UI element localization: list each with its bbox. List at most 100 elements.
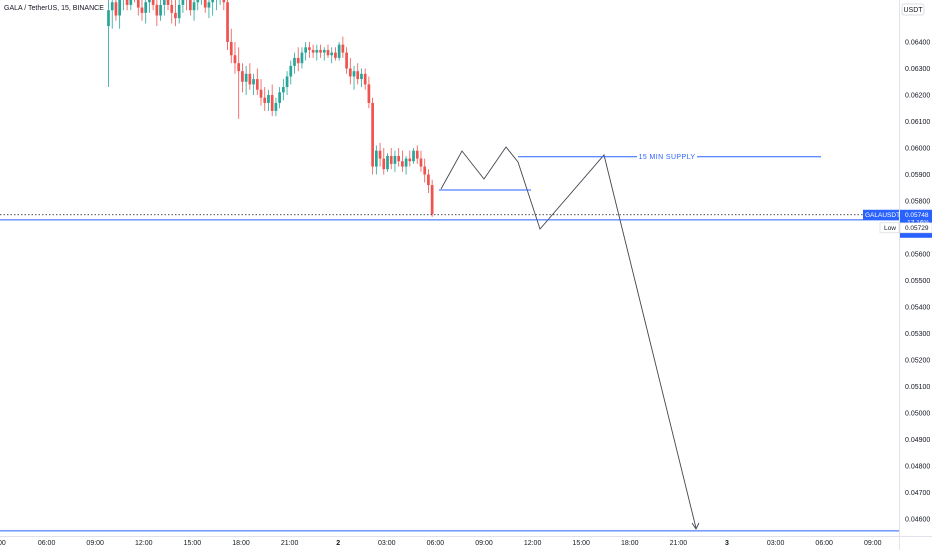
candle	[229, 28, 233, 64]
candle-body	[374, 150, 378, 167]
low-price-box	[899, 222, 932, 234]
candle-body	[415, 150, 419, 159]
candle	[192, 0, 196, 21]
low-tag-label: Low	[884, 225, 896, 232]
price-tick-label: 0.04800	[905, 464, 930, 471]
candle	[233, 42, 237, 74]
candle-body	[148, 0, 151, 3]
candle	[404, 155, 408, 175]
candle-body	[237, 63, 241, 72]
candle	[255, 68, 259, 95]
candle-body	[371, 102, 374, 167]
candle-body	[326, 49, 330, 56]
candle-body	[293, 57, 296, 66]
candle	[330, 47, 334, 64]
time-tick-label: 18:00	[621, 540, 639, 547]
projection-path	[440, 146, 697, 529]
time-tick-label: 15:00	[572, 540, 590, 547]
time-tick-label: 18:00	[232, 540, 250, 547]
candle-body	[270, 95, 274, 111]
candle-body	[322, 49, 326, 53]
candle	[263, 87, 267, 111]
time-tick-label: 09:00	[86, 540, 104, 547]
time-axis[interactable]: 00 06:00 09:00 12:00 15:00 18:00 21:00 2 03:00 06…	[0, 540, 882, 547]
symbol-badge-label: GALAUSDT	[865, 212, 900, 219]
candle	[136, 0, 140, 16]
price-tick-label: 0.04700	[905, 490, 930, 497]
candle	[334, 47, 337, 61]
candle-body	[255, 79, 259, 90]
candle	[401, 150, 404, 172]
candle-body	[259, 89, 263, 98]
candle	[144, 0, 148, 24]
candle-body	[352, 71, 356, 77]
price-tick-label: 0.05600	[905, 252, 930, 259]
candle	[296, 47, 300, 72]
candle-body	[174, 12, 177, 19]
candle	[219, 0, 221, 5]
candle	[196, 0, 200, 11]
candle	[419, 150, 423, 172]
candle	[352, 65, 356, 90]
candle-body	[170, 4, 174, 13]
candle	[427, 169, 430, 194]
candle	[174, 0, 177, 27]
candle-body	[412, 150, 415, 162]
time-tick-label: 06:00	[427, 540, 445, 547]
candle	[166, 0, 170, 11]
candle-body	[311, 49, 315, 53]
candle	[348, 57, 352, 85]
symbol-badge	[863, 209, 899, 220]
candle	[311, 44, 315, 58]
candle-body	[356, 71, 360, 80]
candle	[267, 89, 270, 111]
drawings-layer	[439, 146, 700, 530]
candle	[114, 0, 118, 21]
price-tick-label: 0.05800	[905, 199, 930, 206]
candle	[248, 63, 252, 90]
price-tick-label: 0.06400	[905, 40, 930, 47]
candle	[386, 153, 389, 172]
candle	[188, 0, 192, 16]
time-tick-label: 03:00	[378, 540, 396, 547]
time-tick-label: 00	[0, 540, 6, 547]
candle	[326, 44, 330, 58]
price-tick-label: 0.05200	[905, 358, 930, 365]
candle-body	[360, 73, 363, 80]
time-tick-label: 09:00	[864, 540, 882, 547]
time-tick-label: 2	[336, 540, 340, 547]
candle	[215, 0, 217, 11]
candle	[125, 0, 129, 11]
candle-body	[337, 44, 341, 58]
candle	[278, 87, 281, 109]
candle	[430, 179, 434, 217]
candle	[129, 0, 133, 11]
projection-arrow-icon	[691, 522, 700, 530]
candle-body	[389, 155, 393, 164]
candle	[360, 68, 363, 88]
price-tick-label: 0.05400	[905, 305, 930, 312]
candle-body	[162, 0, 166, 5]
candle-body	[211, 0, 215, 3]
price-tick-label: 0.05900	[905, 172, 930, 179]
candle	[341, 36, 345, 58]
candle	[345, 47, 348, 74]
candle	[308, 42, 311, 58]
candle	[270, 84, 274, 117]
candle	[382, 148, 386, 175]
candle-body	[207, 2, 211, 8]
currency-button[interactable]: USDT	[901, 3, 925, 16]
candle	[367, 76, 371, 109]
candle-body	[408, 158, 412, 162]
candle	[207, 0, 211, 19]
candle-body	[401, 161, 404, 167]
candle-body	[222, 0, 226, 3]
candle-body	[241, 71, 244, 82]
candle	[110, 0, 114, 29]
candle	[181, 0, 185, 13]
candle-body	[196, 0, 200, 3]
candle	[293, 52, 296, 74]
price-axis[interactable]: 0.06400 0.06300 0.06200 0.06100 0.06000 0.059…	[905, 40, 930, 524]
low-badge: Low 0.05729	[879, 222, 932, 234]
